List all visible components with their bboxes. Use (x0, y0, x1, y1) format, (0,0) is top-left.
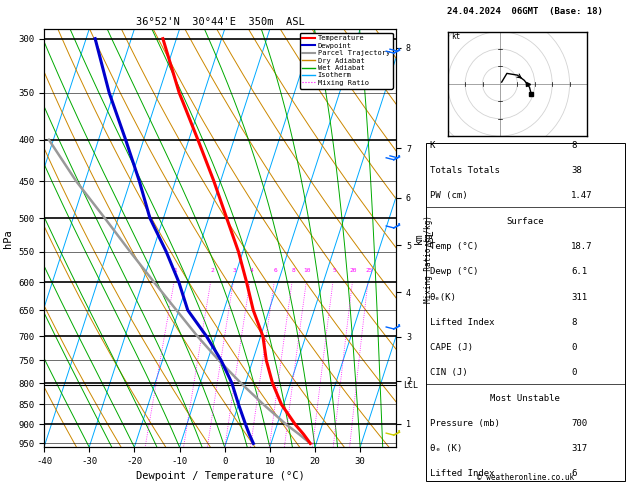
Text: 317: 317 (571, 444, 587, 453)
Text: Lifted Index: Lifted Index (430, 469, 494, 479)
Text: 3: 3 (233, 268, 237, 273)
Text: 25: 25 (365, 268, 373, 273)
Text: 20: 20 (350, 268, 357, 273)
Text: kt: kt (451, 32, 460, 40)
Text: •: • (398, 222, 401, 228)
Text: 8: 8 (571, 318, 576, 327)
Text: 6.1: 6.1 (571, 267, 587, 277)
Text: CIN (J): CIN (J) (430, 368, 467, 378)
Text: •: • (398, 323, 401, 329)
Text: 311: 311 (571, 293, 587, 302)
Text: θₑ(K): θₑ(K) (430, 293, 457, 302)
Text: •: • (398, 154, 401, 160)
Text: Totals Totals: Totals Totals (430, 166, 499, 175)
Text: 38: 38 (571, 166, 582, 175)
Text: 8: 8 (291, 268, 295, 273)
Text: Temp (°C): Temp (°C) (430, 242, 478, 251)
Text: PW (cm): PW (cm) (430, 191, 467, 201)
Text: 10: 10 (304, 268, 311, 273)
Text: 2: 2 (210, 268, 214, 273)
Text: 5: 5 (332, 268, 336, 273)
Text: 0: 0 (571, 343, 576, 352)
Text: Pressure (mb): Pressure (mb) (430, 419, 499, 428)
Text: 8: 8 (571, 141, 576, 150)
Text: 6: 6 (274, 268, 277, 273)
Text: 1.47: 1.47 (571, 191, 593, 201)
Text: Most Unstable: Most Unstable (490, 394, 560, 403)
Text: Lifted Index: Lifted Index (430, 318, 494, 327)
Text: 6: 6 (571, 469, 576, 479)
Text: 0: 0 (571, 368, 576, 378)
Text: 24.04.2024  06GMT  (Base: 18): 24.04.2024 06GMT (Base: 18) (447, 7, 603, 17)
Y-axis label: hPa: hPa (3, 229, 13, 247)
Text: © weatheronline.co.uk: © weatheronline.co.uk (477, 473, 574, 482)
Text: 1: 1 (174, 268, 177, 273)
Text: 700: 700 (571, 419, 587, 428)
Text: Surface: Surface (506, 217, 544, 226)
Text: K: K (430, 141, 435, 150)
Text: 18.7: 18.7 (571, 242, 593, 251)
Text: LCL: LCL (403, 381, 418, 390)
Y-axis label: km
ASL: km ASL (414, 229, 435, 247)
Text: Dewp (°C): Dewp (°C) (430, 267, 478, 277)
Text: •: • (398, 47, 401, 53)
Text: CAPE (J): CAPE (J) (430, 343, 473, 352)
X-axis label: Dewpoint / Temperature (°C): Dewpoint / Temperature (°C) (136, 471, 304, 482)
Text: Mixing Ratio (g/kg): Mixing Ratio (g/kg) (425, 215, 433, 303)
Text: •: • (398, 429, 401, 435)
Text: 4: 4 (250, 268, 253, 273)
Title: 36°52'N  30°44'E  350m  ASL: 36°52'N 30°44'E 350m ASL (136, 17, 304, 27)
Legend: Temperature, Dewpoint, Parcel Trajectory, Dry Adiabat, Wet Adiabat, Isotherm, Mi: Temperature, Dewpoint, Parcel Trajectory… (299, 33, 392, 88)
Text: θₑ (K): θₑ (K) (430, 444, 462, 453)
